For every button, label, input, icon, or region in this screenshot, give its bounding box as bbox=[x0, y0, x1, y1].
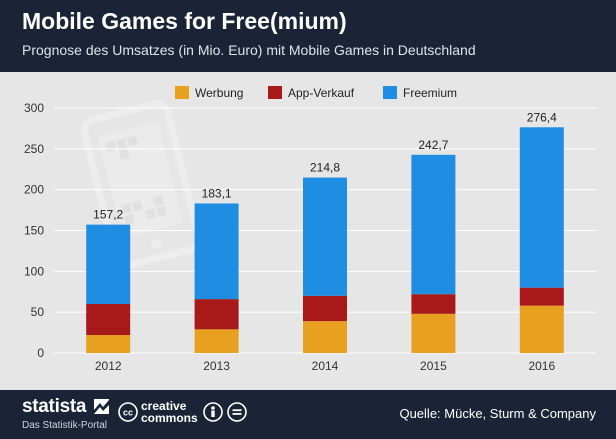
y-tick-label: 150 bbox=[24, 224, 44, 238]
legend-swatch-app-verkauf bbox=[268, 86, 282, 99]
statista-wave-icon bbox=[94, 399, 109, 414]
source-credit: Quelle: Mücke, Sturm & Company bbox=[399, 406, 596, 421]
no-derivatives-icon bbox=[227, 402, 247, 422]
x-tick-label: 2012 bbox=[95, 359, 122, 373]
bar-segment-werbung bbox=[303, 321, 347, 353]
y-tick-label: 50 bbox=[31, 305, 45, 319]
bar-chart: 0 50 100 150 200 250 300 157,2 2012 183,1 2013 214,… bbox=[24, 86, 596, 373]
y-tick-label: 0 bbox=[37, 346, 44, 360]
bar-total-label: 183,1 bbox=[202, 186, 232, 200]
bar-segment-app-verkauf bbox=[303, 295, 347, 322]
bar-segment-app-verkauf bbox=[194, 299, 239, 330]
bar-total-label: 157,2 bbox=[93, 208, 123, 222]
bar-segment-app-verkauf bbox=[411, 294, 456, 314]
chart-subtitle: Prognose des Umsatzes (in Mio. Euro) mit… bbox=[22, 42, 476, 58]
y-tick-label: 300 bbox=[24, 101, 44, 115]
bar-total-label: 242,7 bbox=[418, 138, 448, 152]
svg-text:cc: cc bbox=[123, 408, 133, 418]
x-tick-label: 2015 bbox=[420, 359, 447, 373]
y-tick-label: 100 bbox=[24, 264, 44, 278]
bar-segment-freemium bbox=[519, 127, 564, 288]
x-tick-label: 2016 bbox=[528, 359, 555, 373]
statista-tagline: Das Statistik-Portal bbox=[22, 420, 108, 431]
legend-label-freemium: Freemium bbox=[403, 86, 457, 100]
attribution-icon bbox=[203, 402, 223, 422]
bar-segment-werbung bbox=[519, 305, 564, 353]
bar-segment-werbung bbox=[194, 329, 239, 353]
bar-segment-app-verkauf bbox=[86, 304, 131, 336]
y-tick-label: 200 bbox=[24, 183, 44, 197]
cc-icon: cc bbox=[118, 402, 138, 422]
bar-segment-freemium bbox=[411, 154, 456, 295]
y-tick-label: 250 bbox=[24, 142, 44, 156]
bar-segment-freemium bbox=[194, 203, 239, 300]
plot-area: 0 50 100 150 200 250 300 157,2 2012 183,1 2013 214,… bbox=[0, 72, 616, 390]
phone-watermark-icon bbox=[80, 100, 203, 269]
x-tick-label: 2013 bbox=[203, 359, 230, 373]
creative-commons-logo[interactable]: cc creative commons bbox=[118, 399, 248, 426]
bar-segment-app-verkauf bbox=[519, 287, 564, 306]
legend-swatch-werbung bbox=[175, 86, 189, 99]
header-bar: Mobile Games for Free(mium) Prognose des… bbox=[0, 0, 616, 72]
cc-word-creative: creative bbox=[141, 399, 187, 413]
bar-total-label: 276,4 bbox=[527, 110, 557, 124]
cc-word-commons: commons bbox=[141, 411, 198, 425]
bar-segment-freemium bbox=[303, 177, 347, 296]
x-tick-label: 2014 bbox=[312, 359, 339, 373]
statista-logo[interactable]: statista bbox=[22, 396, 87, 417]
legend-label-app-verkauf: App-Verkauf bbox=[288, 86, 355, 100]
legend-swatch-freemium bbox=[383, 86, 397, 99]
bar-total-label: 214,8 bbox=[310, 161, 340, 175]
bar-segment-werbung bbox=[411, 313, 456, 353]
bar-segment-freemium bbox=[86, 224, 131, 304]
footer-bar: statista Das Statistik-Portal cc creativ… bbox=[0, 390, 616, 439]
legend-label-werbung: Werbung bbox=[195, 86, 243, 100]
chart-title: Mobile Games for Free(mium) bbox=[22, 8, 347, 34]
bar-segment-werbung bbox=[86, 335, 131, 353]
